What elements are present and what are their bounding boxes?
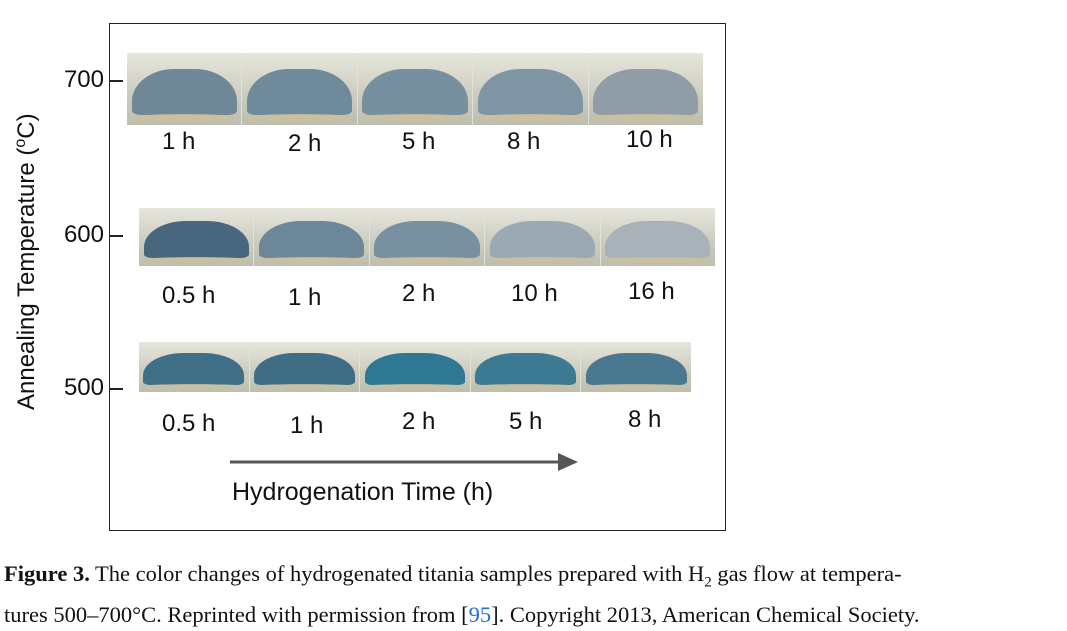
sample-strip-700 — [127, 53, 703, 125]
sample-vial — [485, 208, 601, 266]
vial-rim — [256, 256, 367, 263]
powder-sample — [364, 353, 466, 385]
y-tick-label-700: 700 — [63, 66, 104, 93]
powder-sample — [131, 68, 237, 115]
time-label: 2 h — [402, 280, 436, 307]
powder-sample — [374, 220, 480, 258]
time-label: 5 h — [402, 128, 436, 155]
sample-vial — [360, 342, 471, 392]
time-label: 2 h — [402, 408, 436, 435]
sample-strip-500 — [139, 342, 691, 392]
sample-vial — [249, 342, 361, 392]
caption-text: tures 500–700°C. Reprinted with permissi… — [4, 601, 469, 627]
powder-sample — [585, 353, 687, 385]
sample-vial — [139, 342, 250, 392]
caption-text: gas flow at tempera- — [711, 561, 902, 586]
time-label: 1 h — [162, 128, 196, 155]
time-label: 2 h — [288, 130, 322, 157]
time-label: 10 h — [626, 126, 673, 153]
powder-sample — [246, 68, 353, 115]
sample-vial — [242, 53, 358, 125]
powder-sample — [143, 220, 249, 258]
vial-rim — [475, 113, 586, 121]
vial-rim — [251, 384, 357, 389]
powder-sample — [258, 220, 365, 258]
time-arrow-icon — [230, 453, 578, 471]
sample-vial — [127, 53, 243, 125]
time-label: 0.5 h — [162, 282, 216, 309]
sample-vial — [588, 53, 703, 125]
y-tick-500 — [109, 388, 123, 390]
time-label: 10 h — [511, 280, 558, 307]
vial-rim — [487, 256, 598, 263]
sample-vial — [254, 208, 370, 266]
time-label: 0.5 h — [162, 410, 216, 437]
powder-sample — [489, 220, 596, 258]
sample-vial — [600, 208, 715, 266]
x-axis-label: Hydrogenation Time (h) — [232, 478, 494, 506]
time-label: 1 h — [290, 412, 324, 439]
vial-rim — [129, 113, 240, 121]
vial-rim — [141, 384, 247, 389]
vial-rim — [360, 113, 470, 121]
y-tick-label-600: 600 — [63, 221, 104, 248]
vial-rim — [372, 256, 482, 263]
powder-sample — [143, 353, 245, 385]
powder-sample — [253, 353, 355, 385]
time-label: 16 h — [628, 278, 675, 305]
caption-text: The color changes of hydrogenated titani… — [89, 561, 705, 586]
sample-vial — [473, 53, 589, 125]
time-label: 8 h — [628, 406, 662, 433]
y-tick-600 — [109, 235, 123, 237]
sample-strip-600 — [139, 208, 715, 266]
vial-rim — [583, 384, 689, 389]
y-tick-700 — [109, 80, 123, 82]
vial-rim — [602, 256, 713, 263]
powder-sample — [362, 68, 468, 115]
time-label: 5 h — [509, 408, 543, 435]
time-label: 1 h — [288, 284, 322, 311]
figure-caption: Figure 3. The color changes of hydrogena… — [4, 558, 1064, 631]
powder-sample — [605, 220, 711, 258]
vial-rim — [472, 384, 579, 389]
time-label: 8 h — [507, 128, 541, 155]
powder-sample — [477, 68, 584, 115]
y-tick-label-500: 500 — [63, 374, 104, 401]
sample-vial — [470, 342, 582, 392]
vial-rim — [244, 113, 355, 121]
caption-subscript: 2 — [704, 574, 712, 591]
vial-rim — [141, 256, 252, 263]
vial-rim — [362, 384, 468, 389]
powder-sample — [593, 68, 699, 115]
reference-link[interactable]: 95 — [468, 601, 492, 627]
sample-vial — [369, 208, 486, 266]
caption-label: Figure 3. — [4, 561, 90, 586]
sample-vial — [357, 53, 474, 125]
sample-vial — [139, 208, 255, 266]
vial-rim — [590, 113, 701, 121]
caption-text: ]. Copyright 2013, American Chemical Soc… — [491, 601, 920, 627]
sample-vial — [581, 342, 691, 392]
powder-sample — [475, 353, 576, 385]
